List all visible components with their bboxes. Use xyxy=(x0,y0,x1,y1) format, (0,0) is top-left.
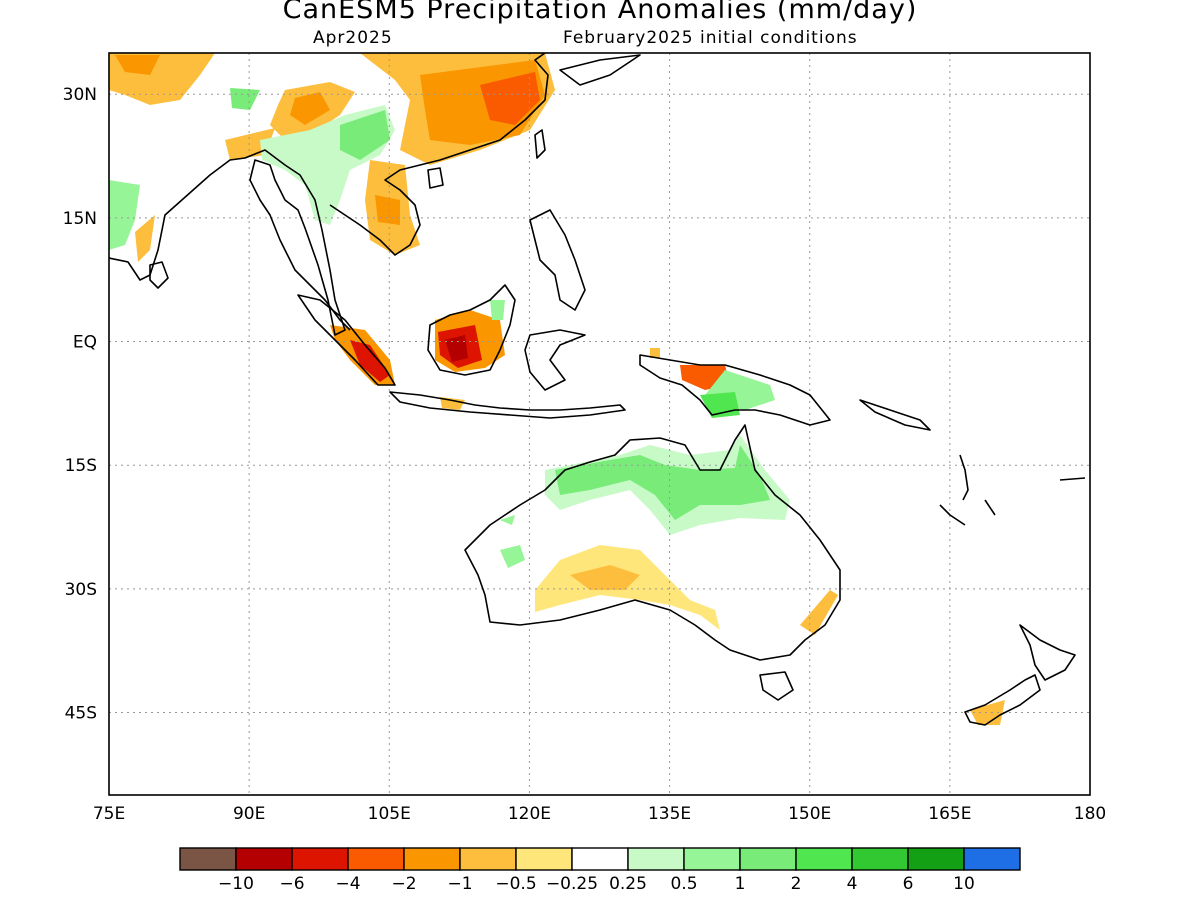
legend-tick-label: −6 xyxy=(279,874,304,894)
legend-color-box xyxy=(571,847,629,871)
coastline-japan xyxy=(559,54,641,86)
anomaly-region xyxy=(375,195,400,225)
legend-color-box xyxy=(403,847,461,871)
anomaly-region xyxy=(490,300,505,320)
legend-tick-label: −2 xyxy=(391,874,416,894)
lat-tick-label: 15S xyxy=(65,456,97,476)
coastline-philippines xyxy=(529,209,586,311)
map-frame xyxy=(108,52,1091,796)
longitude-labels: 75E 90E 105E 120E 135E 150E 165E 180 xyxy=(93,804,1106,824)
coastline-solomons xyxy=(859,399,931,431)
anomaly-region xyxy=(115,55,160,75)
legend-tick-label: −0.5 xyxy=(495,874,536,894)
anomaly-region xyxy=(135,215,155,262)
lat-tick-label: 45S xyxy=(65,704,97,724)
legend-color-box xyxy=(963,847,1021,871)
forecast-month: Apr2025 xyxy=(313,28,393,48)
coastlines xyxy=(109,53,1086,726)
legend-tick-label: −1 xyxy=(447,874,472,894)
coastline-new-zealand-south xyxy=(964,674,1041,726)
coastline-australia xyxy=(464,424,841,661)
lon-tick-label: 75E xyxy=(93,804,125,824)
map-title: CanESM5 Precipitation Anomalies (mm/day) xyxy=(282,0,918,25)
lon-tick-label: 90E xyxy=(233,804,265,824)
legend-tick-label: −0.25 xyxy=(546,874,598,894)
anomaly-shading xyxy=(109,53,1005,725)
coastline-asia xyxy=(109,53,549,336)
anomaly-region xyxy=(340,110,390,160)
coastline-sri-lanka xyxy=(149,261,169,289)
legend-tick-label: −4 xyxy=(335,874,360,894)
legend-color-box xyxy=(179,847,237,871)
legend-color-box xyxy=(627,847,685,871)
lat-tick-label: 15N xyxy=(63,209,97,229)
lon-tick-label: 105E xyxy=(368,804,411,824)
lon-tick-label: 180 xyxy=(1074,804,1106,824)
anomaly-region xyxy=(350,340,390,382)
anomaly-region xyxy=(440,397,465,410)
coastline-tasmania xyxy=(759,671,794,701)
lon-tick-label: 150E xyxy=(788,804,831,824)
lon-tick-label: 120E xyxy=(508,804,551,824)
anomaly-region xyxy=(500,545,525,568)
legend-tick-label: 6 xyxy=(903,874,914,894)
lat-lon-grid xyxy=(109,53,1090,795)
coastline-hainan xyxy=(427,167,444,189)
anomaly-region xyxy=(445,335,468,362)
coastline-new-guinea xyxy=(639,354,831,426)
legend-color-box xyxy=(795,847,853,871)
coastline-borneo xyxy=(427,284,516,376)
anomaly-region xyxy=(500,515,515,525)
legend-tick-label: 10 xyxy=(953,874,975,894)
anomaly-region xyxy=(555,445,770,520)
coastline-sumatra xyxy=(297,294,396,386)
coastline-java xyxy=(389,391,626,419)
legend-tick-label: 2 xyxy=(791,874,802,894)
coastline-sulawesi xyxy=(524,329,586,391)
legend-color-box xyxy=(851,847,909,871)
legend-tick-label: 0.25 xyxy=(609,874,647,894)
legend-color-box xyxy=(683,847,741,871)
legend-color-box xyxy=(347,847,405,871)
anomaly-region xyxy=(570,565,640,590)
lat-tick-label: 30N xyxy=(63,85,97,105)
anomaly-region xyxy=(970,700,1005,725)
lat-tick-label: EQ xyxy=(73,333,97,353)
legend-tick-label: −10 xyxy=(218,874,254,894)
lat-tick-label: 30S xyxy=(65,580,97,600)
initial-conditions-label: February2025 initial conditions xyxy=(563,28,858,48)
legend-color-box xyxy=(291,847,349,871)
legend-color-box xyxy=(907,847,965,871)
lon-tick-label: 165E xyxy=(928,804,971,824)
legend-tick-label: 0.5 xyxy=(670,874,697,894)
legend-tick-label: 1 xyxy=(735,874,746,894)
anomaly-region xyxy=(650,348,660,358)
anomaly-region xyxy=(480,72,540,125)
coastline-taiwan xyxy=(534,129,546,159)
legend-color-box xyxy=(459,847,517,871)
latitude-labels: 30N 15N EQ 15S 30S 45S xyxy=(63,85,97,723)
coastline-vanuatu xyxy=(939,454,1086,526)
legend-tick-label: 4 xyxy=(847,874,858,894)
legend-color-box xyxy=(515,847,573,871)
legend-color-box xyxy=(235,847,293,871)
lon-tick-label: 135E xyxy=(648,804,691,824)
anomaly-region xyxy=(109,180,140,250)
anomaly-region xyxy=(230,88,260,110)
coastline-new-zealand-north xyxy=(1019,624,1076,681)
legend-color-box xyxy=(739,847,797,871)
anomaly-region xyxy=(290,92,330,125)
